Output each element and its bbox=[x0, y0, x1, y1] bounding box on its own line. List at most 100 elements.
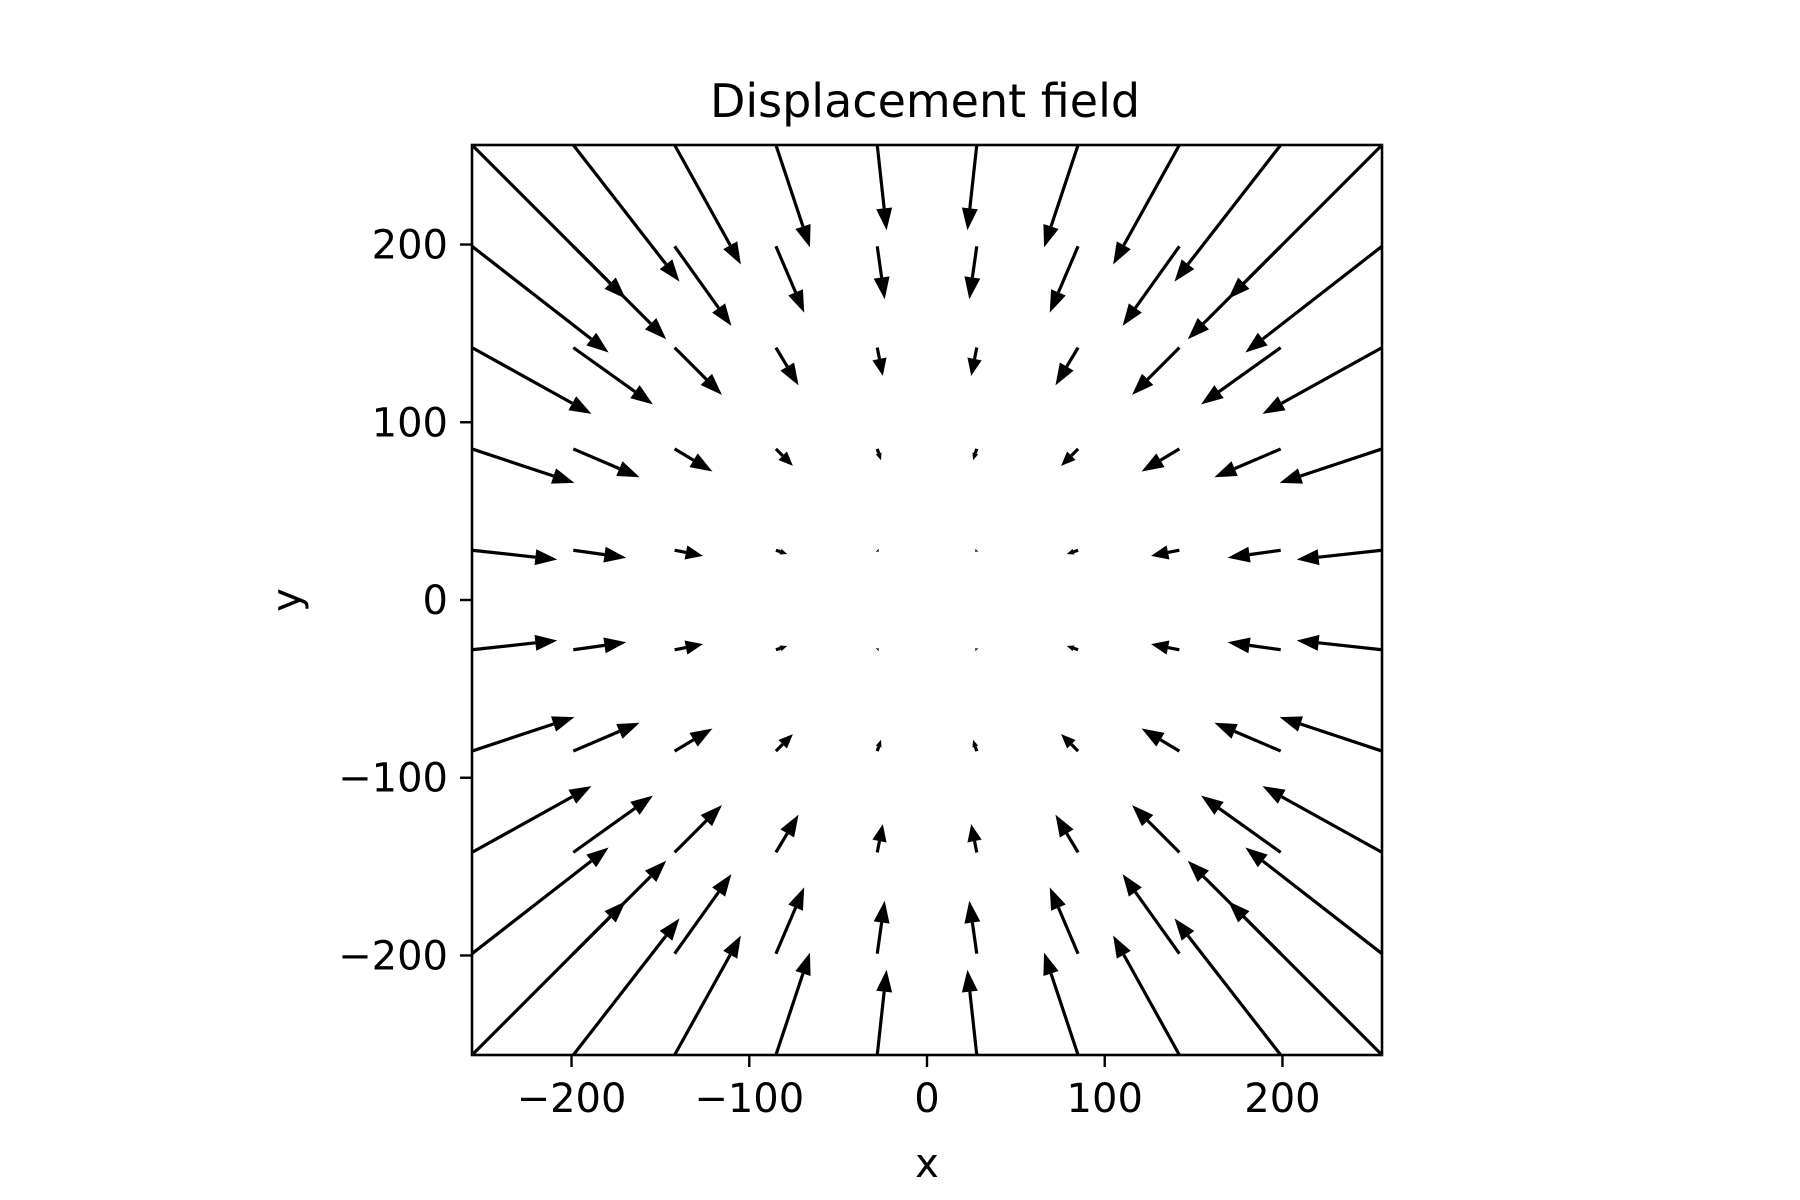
quiver-arrow bbox=[674, 545, 703, 560]
quiver-arrow bbox=[471, 716, 575, 753]
quiver-arrow bbox=[1214, 722, 1282, 753]
quiver-arrow bbox=[774, 346, 799, 386]
quiver-arrow bbox=[964, 900, 981, 954]
x-tick-label: 0 bbox=[914, 1076, 939, 1122]
quiver-arrow bbox=[572, 722, 640, 753]
quiver-arrow bbox=[471, 245, 609, 353]
quiver-arrow bbox=[873, 900, 890, 954]
quiver-arrow bbox=[1262, 786, 1383, 854]
y-tick-label: 200 bbox=[372, 223, 448, 269]
quiver-arrow bbox=[471, 346, 592, 414]
quiver-arrow bbox=[967, 347, 982, 376]
quiver-arrow bbox=[1245, 245, 1383, 353]
quiver-arrow bbox=[1296, 634, 1383, 652]
quiver-arrow bbox=[471, 634, 558, 652]
quiver-arrow bbox=[1055, 346, 1080, 386]
quiver-arrow bbox=[974, 647, 978, 651]
quiver-arrow bbox=[673, 805, 722, 854]
quiver-arrow bbox=[1055, 814, 1080, 854]
quiver-arrow bbox=[572, 144, 680, 282]
quiver-arrow bbox=[1227, 637, 1281, 654]
quiver-arrow bbox=[673, 346, 722, 395]
quiver-arrow bbox=[673, 245, 732, 326]
quiver-arrow bbox=[1228, 901, 1384, 1057]
quiver-arrow bbox=[1122, 874, 1181, 955]
quiver-arrow bbox=[573, 637, 627, 654]
quiver-arrow bbox=[774, 814, 799, 854]
quiver-arrow bbox=[471, 447, 575, 484]
quiver-arrow bbox=[1122, 245, 1181, 326]
quiver-arrow bbox=[573, 546, 627, 563]
quiver-arrow bbox=[774, 887, 805, 955]
quiver-arrow bbox=[972, 739, 979, 752]
quiver-arrow bbox=[1174, 918, 1282, 1056]
quiver-arrow bbox=[1043, 952, 1080, 1056]
quiver-arrow bbox=[875, 144, 893, 231]
quiver-arrows bbox=[470, 143, 1384, 1057]
quiver-arrow bbox=[964, 246, 981, 300]
quiver-arrow bbox=[673, 144, 741, 265]
quiver-arrow bbox=[775, 645, 788, 652]
quiver-arrow bbox=[876, 549, 880, 553]
quiver-arrow bbox=[572, 346, 653, 405]
x-tick-label: −200 bbox=[517, 1076, 627, 1122]
quiver-arrow bbox=[674, 640, 703, 655]
quiver-arrow bbox=[1279, 447, 1383, 484]
chart-title: Displacement field bbox=[710, 74, 1140, 128]
quiver-arrow bbox=[872, 824, 887, 853]
y-tick-label: −100 bbox=[338, 756, 448, 802]
x-tick-label: −100 bbox=[694, 1076, 804, 1122]
quiver-arrow bbox=[1066, 548, 1079, 555]
quiver-arrow bbox=[972, 448, 979, 461]
quiver-arrow bbox=[774, 734, 793, 753]
quiver-arrow bbox=[1141, 728, 1181, 753]
quiver-arrow bbox=[1061, 734, 1080, 753]
quiver-arrow bbox=[961, 144, 979, 231]
y-axis-label: y bbox=[264, 588, 310, 612]
quiver-arrow bbox=[673, 935, 741, 1056]
quiver-arrow bbox=[470, 901, 626, 1057]
quiver-arrow bbox=[471, 786, 592, 854]
quiver-arrow bbox=[875, 969, 893, 1056]
quiver-arrow bbox=[572, 795, 653, 854]
quiver-arrow bbox=[1151, 640, 1180, 655]
quiver-arrow bbox=[471, 847, 609, 955]
quiver-arrow bbox=[961, 969, 979, 1056]
quiver-arrow bbox=[1113, 935, 1181, 1056]
quiver-arrow bbox=[873, 246, 890, 300]
quiver-arrow bbox=[875, 739, 882, 752]
y-tick-label: 100 bbox=[372, 400, 448, 446]
quiver-arrow bbox=[1296, 548, 1383, 566]
quiver-arrow bbox=[1262, 346, 1383, 414]
quiver-arrow bbox=[1201, 795, 1282, 854]
y-tick-label: −200 bbox=[338, 933, 448, 979]
quiver-arrow bbox=[774, 447, 793, 466]
x-tick-label: 200 bbox=[1244, 1076, 1320, 1122]
quiver-arrow bbox=[1049, 887, 1080, 955]
quiver-arrow bbox=[673, 447, 713, 472]
x-axis-label: x bbox=[915, 1141, 939, 1187]
quiver-arrow bbox=[1201, 346, 1282, 405]
quiver-arrow bbox=[1214, 447, 1282, 478]
quiver-arrow bbox=[1279, 716, 1383, 753]
quiver-arrow bbox=[572, 245, 667, 340]
quiver-arrow bbox=[1174, 144, 1282, 282]
quiver-arrow bbox=[774, 245, 805, 313]
quiver-arrow bbox=[875, 448, 882, 461]
quiver-arrow bbox=[1151, 545, 1180, 560]
quiver-arrow bbox=[967, 824, 982, 853]
quiver-arrow bbox=[1227, 546, 1281, 563]
quiver-arrow bbox=[872, 347, 887, 376]
quiver-arrow bbox=[774, 952, 811, 1056]
quiver-arrow bbox=[1049, 245, 1080, 313]
quiver-arrow bbox=[1061, 447, 1080, 466]
quiver-arrow bbox=[775, 548, 788, 555]
quiver-arrow bbox=[1113, 144, 1181, 265]
quiver-arrow bbox=[673, 874, 732, 955]
quiver-arrow bbox=[1132, 805, 1181, 854]
quiver-arrow bbox=[1245, 847, 1383, 955]
quiver-arrow bbox=[572, 918, 680, 1056]
x-axis-ticks: −200 −100 0 100 200 bbox=[517, 1055, 1321, 1122]
quiver-arrow bbox=[471, 548, 558, 566]
